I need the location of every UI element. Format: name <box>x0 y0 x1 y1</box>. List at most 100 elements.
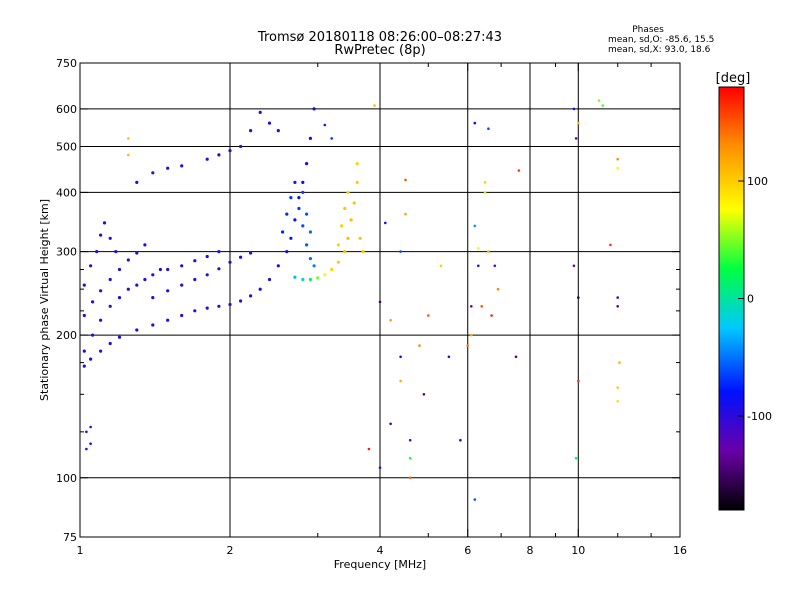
data-point <box>166 267 170 272</box>
data-point <box>135 283 139 287</box>
data-point <box>399 250 402 253</box>
data-point <box>249 251 253 255</box>
data-point <box>572 107 576 111</box>
data-point <box>297 206 301 211</box>
data-point <box>404 212 407 216</box>
data-point <box>180 283 184 287</box>
data-point <box>228 149 232 153</box>
data-point <box>367 447 371 451</box>
data-point <box>117 267 122 272</box>
data-point <box>343 250 347 254</box>
data-point <box>127 153 130 157</box>
data-point <box>217 304 221 308</box>
data-point <box>399 379 402 383</box>
data-point <box>408 456 412 460</box>
data-point <box>477 246 480 250</box>
data-point <box>117 296 122 300</box>
data-point <box>473 224 477 228</box>
x-tick-label: 4 <box>377 544 384 557</box>
data-point <box>305 162 309 166</box>
data-point <box>249 294 253 298</box>
chart-subtitle: RwPretec (8p) <box>334 43 425 58</box>
data-point <box>289 236 293 240</box>
stats-header: Phases <box>632 25 664 35</box>
data-point <box>82 364 86 368</box>
data-point <box>473 121 477 125</box>
y-tick-label: 600 <box>56 103 77 116</box>
data-point <box>85 430 88 434</box>
data-point <box>493 264 497 268</box>
data-point <box>193 309 197 313</box>
data-point <box>158 267 162 272</box>
data-point <box>217 267 221 271</box>
y-tick-label: 750 <box>56 57 77 70</box>
data-point <box>89 264 93 268</box>
data-point <box>99 233 103 237</box>
stats-line-o: mean, sd,O: -85.6, 15.5 <box>608 35 714 45</box>
y-tick-label: 100 <box>56 472 77 485</box>
axis-ticks <box>79 62 681 538</box>
data-point <box>480 305 484 308</box>
data-point <box>151 273 155 277</box>
data-point <box>205 254 209 259</box>
data-point <box>422 393 426 396</box>
data-point <box>180 313 184 318</box>
data-point <box>301 277 305 282</box>
x-tick-label: 16 <box>673 544 687 557</box>
data-point <box>108 277 112 282</box>
grid-lines <box>80 63 680 537</box>
data-point <box>616 386 619 389</box>
data-point <box>459 438 462 442</box>
data-point <box>305 212 309 216</box>
x-tick-label: 8 <box>527 544 534 557</box>
colorbar-tick-label: 100 <box>747 175 768 188</box>
data-point <box>193 277 197 282</box>
data-point <box>108 341 112 346</box>
data-point <box>301 190 305 194</box>
data-point <box>228 260 232 264</box>
x-tick-label: 2 <box>227 544 234 557</box>
data-point <box>447 355 451 359</box>
data-point <box>228 302 232 307</box>
data-point <box>301 224 305 228</box>
data-point <box>358 236 362 240</box>
data-point <box>126 287 130 291</box>
data-point <box>180 264 184 268</box>
data-point <box>616 296 619 299</box>
data-point <box>330 267 334 272</box>
data-point <box>618 361 621 364</box>
data-point <box>166 289 170 293</box>
data-point <box>574 137 578 140</box>
data-point <box>336 243 340 247</box>
data-point <box>346 190 350 194</box>
data-point <box>82 349 86 353</box>
data-point <box>470 333 473 337</box>
data-point <box>127 137 130 140</box>
data-point <box>82 313 86 318</box>
data-point <box>355 162 359 166</box>
data-point <box>239 144 243 149</box>
data-point <box>378 466 382 470</box>
data-point <box>340 224 344 228</box>
data-point <box>346 236 350 240</box>
data-point <box>577 379 580 383</box>
data-point <box>312 107 316 111</box>
data-point <box>343 206 347 211</box>
data-point <box>166 318 170 322</box>
data-point <box>517 169 521 172</box>
data-point <box>404 178 407 182</box>
data-point <box>577 121 580 125</box>
y-tick-label: 300 <box>56 246 77 259</box>
data-point <box>496 287 500 291</box>
data-point <box>487 250 490 253</box>
data-point <box>82 283 86 287</box>
data-point <box>99 318 103 322</box>
data-point <box>477 264 480 268</box>
data-point <box>616 157 619 161</box>
data-point <box>281 230 285 234</box>
colorbar-ticks: 100 0 -100 <box>738 175 772 423</box>
data-point <box>267 121 272 125</box>
data-point <box>378 300 382 304</box>
data-point <box>323 123 327 127</box>
colorbar-tick-label: 0 <box>747 293 754 306</box>
